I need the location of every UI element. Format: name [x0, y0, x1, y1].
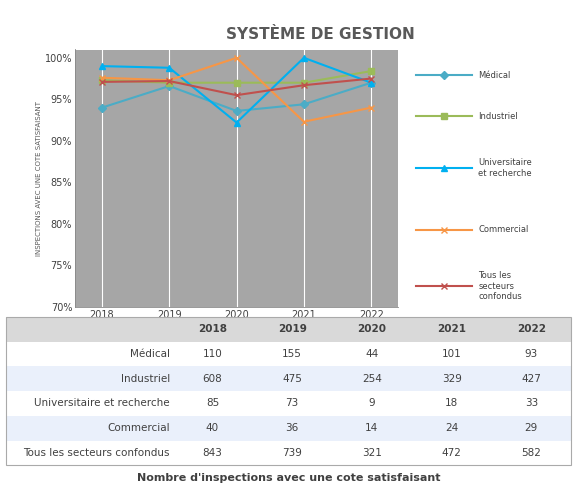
Text: 2021: 2021 [437, 324, 466, 334]
Bar [6, 317, 571, 342]
Text: 329: 329 [442, 374, 462, 384]
Text: 582: 582 [522, 448, 541, 458]
Text: Industriel: Industriel [478, 112, 518, 121]
Bar [6, 391, 571, 416]
Text: Commercial: Commercial [107, 423, 170, 433]
Text: 254: 254 [362, 374, 382, 384]
Text: 33: 33 [524, 398, 538, 408]
Text: 14: 14 [365, 423, 379, 433]
Text: Universitaire
et recherche: Universitaire et recherche [478, 158, 532, 178]
Text: 101: 101 [442, 349, 462, 359]
Text: 2020: 2020 [357, 324, 387, 334]
Bar [6, 416, 571, 441]
Text: 36: 36 [286, 423, 299, 433]
Bar [6, 441, 571, 465]
Text: 843: 843 [203, 448, 222, 458]
Text: 321: 321 [362, 448, 382, 458]
Text: 2018: 2018 [198, 324, 227, 334]
Bar [6, 342, 571, 366]
Text: 29: 29 [524, 423, 538, 433]
Text: 73: 73 [286, 398, 299, 408]
Bar [6, 366, 571, 391]
Text: Commercial: Commercial [478, 225, 529, 234]
Text: 472: 472 [442, 448, 462, 458]
Text: 608: 608 [203, 374, 222, 384]
Text: 155: 155 [282, 349, 302, 359]
Text: 85: 85 [206, 398, 219, 408]
Text: 40: 40 [206, 423, 219, 433]
Text: 475: 475 [282, 374, 302, 384]
Text: Médical: Médical [478, 71, 511, 80]
Text: Nombre d'inspections avec une cote satisfaisant: Nombre d'inspections avec une cote satis… [137, 473, 440, 483]
Text: Industriel: Industriel [121, 374, 170, 384]
Text: 18: 18 [445, 398, 458, 408]
Text: 93: 93 [524, 349, 538, 359]
Text: 739: 739 [282, 448, 302, 458]
Text: 110: 110 [203, 349, 222, 359]
Text: 2019: 2019 [278, 324, 306, 334]
Y-axis label: INSPECTIONS AVEC UNE COTE SATISFAISANT: INSPECTIONS AVEC UNE COTE SATISFAISANT [36, 100, 42, 256]
Text: Tous les secteurs confondus: Tous les secteurs confondus [23, 448, 170, 458]
Text: 2022: 2022 [517, 324, 546, 334]
Text: 427: 427 [522, 374, 541, 384]
Text: 24: 24 [445, 423, 458, 433]
Text: Médical: Médical [130, 349, 170, 359]
Text: 44: 44 [365, 349, 379, 359]
Text: Tous les
secteurs
confondus: Tous les secteurs confondus [478, 271, 522, 301]
Text: 9: 9 [369, 398, 375, 408]
Text: Universitaire et recherche: Universitaire et recherche [34, 398, 170, 408]
Text: SYSTÈME DE GESTION: SYSTÈME DE GESTION [226, 27, 415, 42]
